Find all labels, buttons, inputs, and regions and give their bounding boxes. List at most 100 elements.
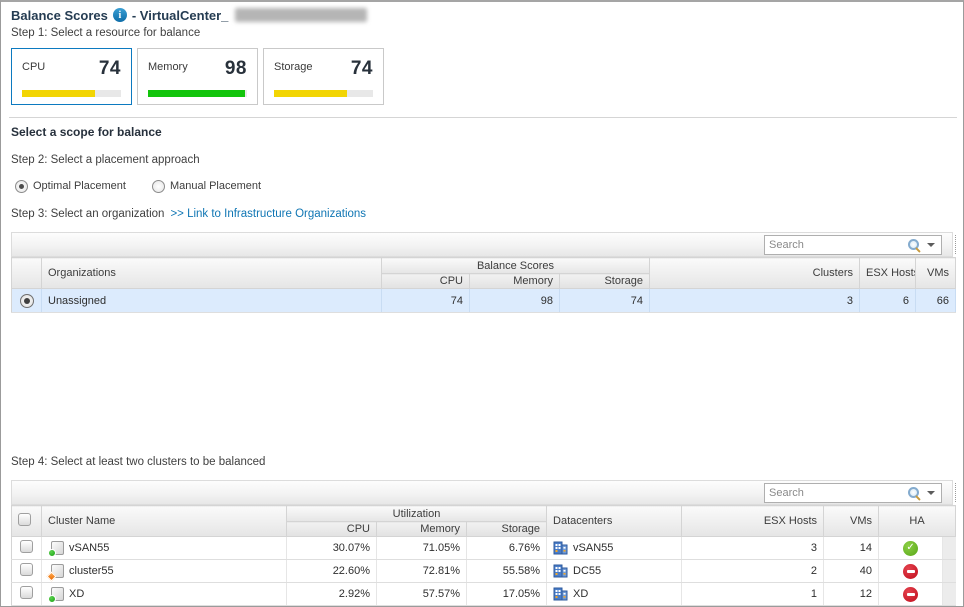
cluster-name-column-header[interactable]: Cluster Name [41,505,287,537]
cluster-row-checkbox[interactable] [20,540,33,553]
org-search-input[interactable] [765,237,907,253]
cluster-row[interactable]: vSAN55 30.07% 71.05% 6.76% vSAN55 3 14 [11,536,956,560]
score-bar-fill [274,90,348,97]
org-name-cell: Unassigned [41,288,382,313]
infrastructure-organizations-link[interactable]: >> Link to Infrastructure Organizations [170,208,367,220]
datacenters-column-header[interactable]: Datacenters [546,505,683,537]
page-title-row: Balance Scores i - VirtualCenter_ [11,6,963,24]
datacenter-cell: XD [546,582,683,606]
datacenter-cell: vSAN55 [546,536,683,560]
ha-cell [878,536,944,560]
cluster-icon [48,541,64,557]
placement-options: Optimal Placement Manual Placement [15,178,963,194]
score-bar-track [274,90,373,97]
datacenter-icon [553,541,568,555]
search-options-dropdown-icon[interactable] [927,491,935,495]
card-label: CPU [22,61,46,73]
cluster-name: cluster55 [69,565,114,577]
step4-label: Step 4: Select at least two clusters to … [11,456,266,468]
esx-hosts-column-header[interactable]: ESX Hosts [859,257,916,289]
search-icon[interactable] [907,486,921,500]
scope-heading: Select a scope for balance [11,125,162,139]
cluster-row[interactable]: cluster55 22.60% 72.81% 55.58% DC55 2 40 [11,559,956,583]
section-divider [9,117,957,118]
cluster-name: vSAN55 [69,542,110,554]
cluster-name-cell: XD [41,582,287,606]
scroll-gutter [942,582,956,606]
search-icon[interactable] [907,238,921,252]
resource-card-cpu[interactable]: CPU 74 [11,48,132,105]
score-bar-track [148,90,247,97]
step1-label: Step 1: Select a resource for balance [11,27,201,39]
organizations-table: Organizations Balance Scores Clusters ES… [11,257,956,313]
clusters-column-header[interactable]: Clusters [649,257,860,289]
score-bar-fill [22,90,96,97]
cpu-cell: 30.07% [286,536,377,560]
card-score: 74 [350,58,373,79]
storage-column-header[interactable]: Storage [465,521,548,537]
cluster-select-cell [11,536,42,560]
cluster-name-cell: vSAN55 [41,536,287,560]
column-chooser-button[interactable] [955,235,961,254]
step3-label: Step 3: Select an organization [11,208,165,220]
radio-optimal-placement[interactable]: Optimal Placement [15,179,126,193]
org-select-column-header [11,257,42,289]
step2-label: Step 2: Select a placement approach [11,154,200,166]
vms-column-header[interactable]: VMs [823,505,880,537]
radio-icon[interactable] [15,179,28,193]
resource-card-memory[interactable]: Memory 98 [137,48,258,105]
radio-label: Manual Placement [169,180,262,192]
resource-cards: CPU 74 Memory 98 Storage 74 [11,48,963,105]
ha-status-icon [903,563,919,579]
esx-hosts-cell: 3 [681,536,825,560]
organizations-column-header[interactable]: Organizations [41,257,382,289]
datacenter-cell: DC55 [546,559,683,583]
cluster-row-checkbox[interactable] [20,586,33,599]
cluster-icon [48,587,64,603]
info-icon[interactable]: i [112,8,127,22]
cluster-row-checkbox[interactable] [20,563,33,576]
redacted-text [235,8,368,22]
org-cpu-cell: 74 [381,288,470,313]
cpu-column-header[interactable]: CPU [381,273,470,289]
resource-card-storage[interactable]: Storage 74 [263,48,384,105]
memory-column-header[interactable]: Memory [376,521,467,537]
cluster-select-cell [11,582,42,606]
cluster-icon [46,564,64,582]
vms-cell: 12 [823,582,880,606]
card-label: Storage [274,61,313,73]
esx-hosts-cell: 2 [681,559,825,583]
ha-status-icon [903,540,919,556]
select-all-checkbox[interactable] [18,513,31,526]
esx-hosts-column-header[interactable]: ESX Hosts [681,505,825,537]
cluster-toolbar-bar [11,480,953,505]
radio-manual-placement[interactable]: Manual Placement [151,179,262,193]
org-row-radio[interactable] [19,293,34,308]
memory-column-header[interactable]: Memory [469,273,560,289]
status-dot [48,549,56,557]
memory-cell: 72.81% [376,559,467,583]
org-table-row[interactable]: Unassigned 74 98 74 3 6 66 [11,288,956,313]
ha-column-header[interactable]: HA [878,505,957,537]
score-bar-track [22,90,121,97]
column-chooser-button[interactable] [955,483,961,502]
radio-icon[interactable] [151,179,165,193]
cluster-search-box [764,483,942,503]
cluster-search-input[interactable] [765,485,907,501]
cluster-row[interactable]: XD 2.92% 57.57% 17.05% XD 1 12 [11,582,956,606]
cluster-select-cell [11,559,42,583]
status-dot [46,571,57,582]
vms-column-header[interactable]: VMs [915,257,956,289]
datacenter-icon [553,587,568,601]
memory-cell: 57.57% [376,582,467,606]
search-options-dropdown-icon[interactable] [927,243,935,247]
ha-status-icon [903,586,919,602]
storage-column-header[interactable]: Storage [559,273,650,289]
org-memory-cell: 98 [469,288,560,313]
storage-cell: 55.58% [466,559,548,583]
cpu-column-header[interactable]: CPU [286,521,377,537]
radio-label: Optimal Placement [33,180,126,192]
vms-cell: 40 [823,559,880,583]
vms-cell: 14 [823,536,880,560]
datacenter-icon [553,564,568,578]
